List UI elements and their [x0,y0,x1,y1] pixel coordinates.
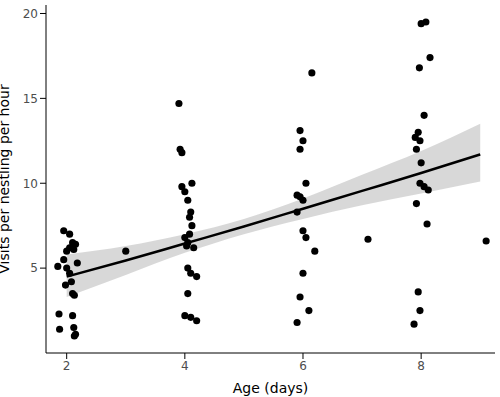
svg-text:15: 15 [23,92,38,106]
svg-text:10: 10 [23,177,38,191]
svg-text:2: 2 [63,359,71,373]
svg-text:20: 20 [23,7,38,21]
svg-text:4: 4 [181,359,189,373]
svg-text:Age (days): Age (days) [233,380,309,396]
svg-text:8: 8 [417,359,425,373]
svg-text:Visits per nestling per hour: Visits per nestling per hour [0,84,12,274]
svg-text:5: 5 [30,261,38,275]
svg-text:6: 6 [299,359,307,373]
